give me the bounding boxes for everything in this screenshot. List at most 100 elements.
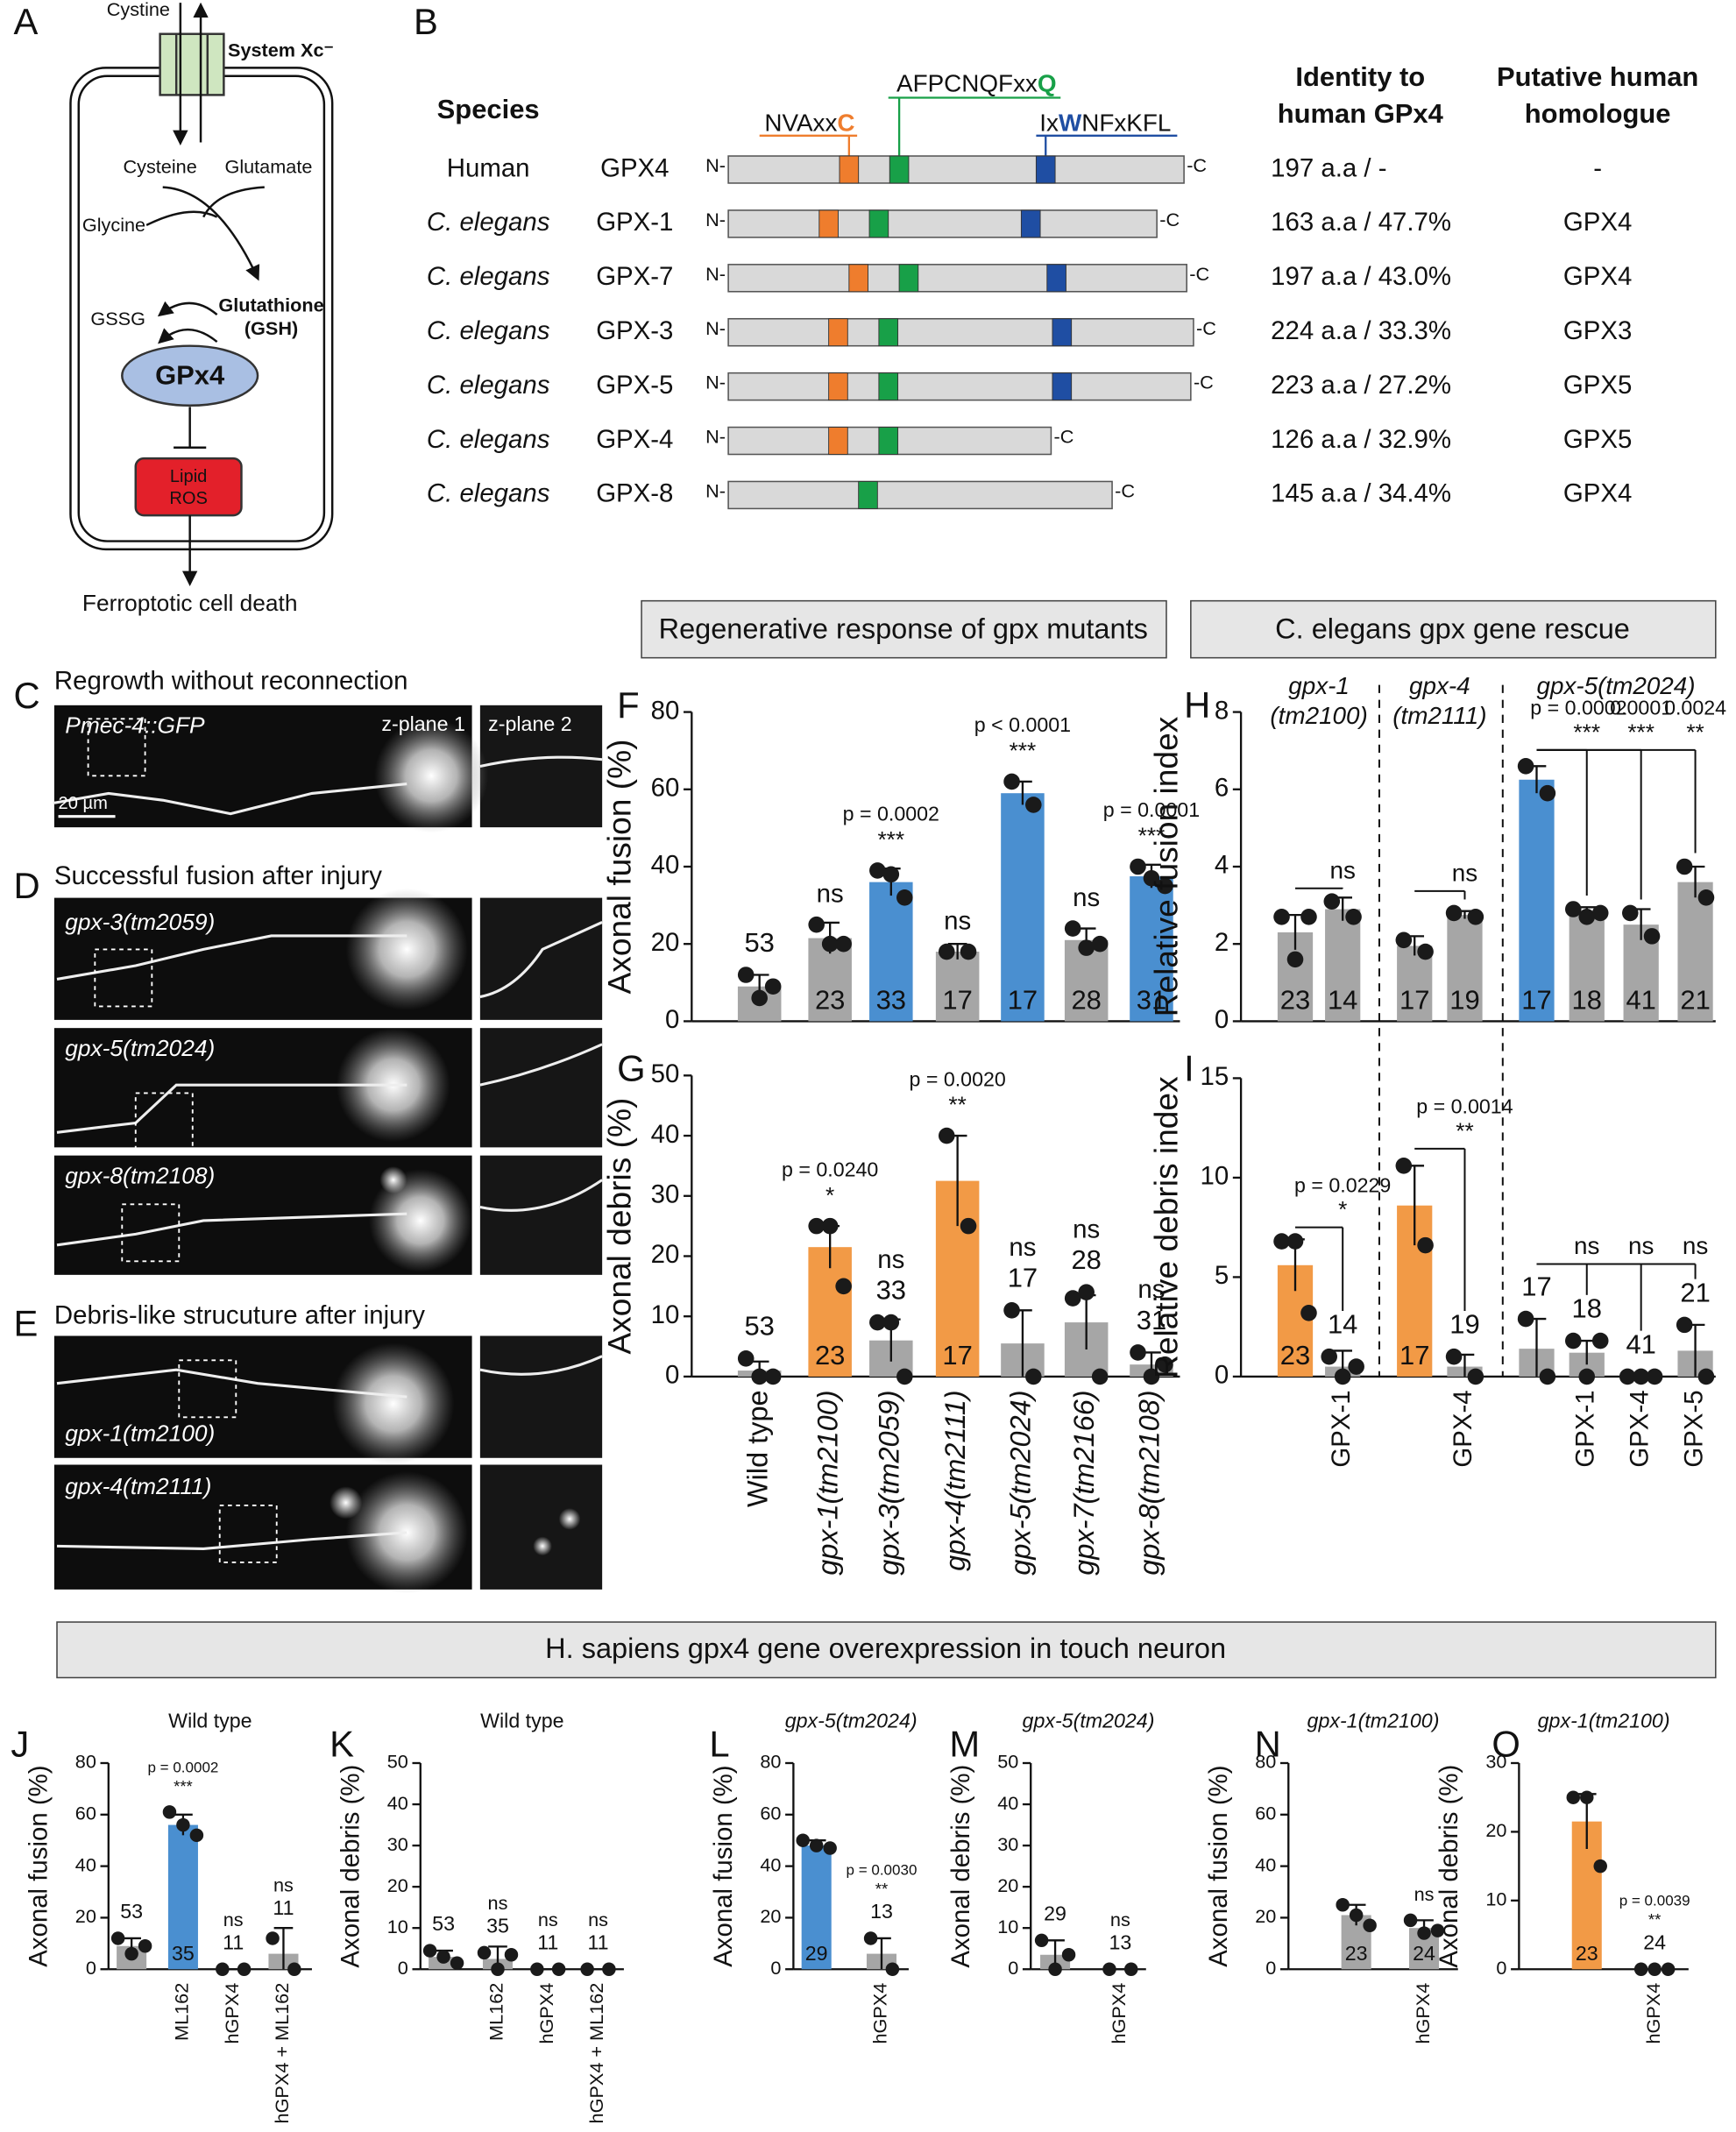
p-value: p = 0.0014 — [1416, 1095, 1513, 1118]
data-point — [1286, 1233, 1304, 1250]
bar — [167, 1824, 198, 1970]
chart-title: gpx-1(tm2100) — [1307, 1710, 1440, 1732]
data-point — [737, 1350, 755, 1367]
y-axis-label: Relative debris index — [1147, 1076, 1184, 1378]
y-tick-label: 20 — [1255, 1905, 1276, 1927]
n-label: 11 — [223, 1930, 244, 1953]
data-point — [1091, 935, 1109, 953]
homologue: GPX3 — [1563, 316, 1632, 345]
data-point — [885, 1962, 900, 1976]
n-term: N- — [705, 317, 726, 339]
chart: 0 10 20 30 40 50 Axonal debris (%) Wild type 53 3… — [337, 1710, 624, 2123]
label: GSSG — [90, 308, 145, 329]
motif-box — [878, 372, 899, 401]
data-point — [1619, 1368, 1636, 1385]
data-point — [1430, 1923, 1445, 1937]
data-point — [821, 1217, 839, 1235]
chart: 0 10 20 30 40 50 Axonal debris (%) gpx-5(tm2024… — [946, 1710, 1154, 2044]
x-tick-label: GPX-5 — [1679, 1390, 1708, 1467]
identity: 145 a.a / 34.4% — [1271, 479, 1451, 508]
motif-box — [878, 318, 899, 347]
c-term: -C — [1115, 480, 1135, 502]
p-value: p = 0.0039 — [1619, 1893, 1690, 1909]
label: Glutamate — [224, 156, 312, 178]
homologue: GPX4 — [1563, 208, 1632, 237]
n-label: 23 — [1345, 1942, 1368, 1965]
label: Ferroptotic cell death — [82, 590, 298, 616]
significance: ns — [817, 880, 844, 909]
data-point — [1646, 1368, 1663, 1385]
data-point — [1334, 1368, 1351, 1385]
data-point — [869, 1314, 886, 1331]
data-point — [422, 1944, 437, 1958]
n-label: 17 — [1521, 985, 1551, 1016]
y-tick-label: 40 — [760, 1853, 781, 1875]
significance: ns — [1414, 1883, 1435, 1905]
data-point — [110, 1931, 125, 1945]
homologue: - — [1593, 153, 1602, 182]
data-point — [1676, 858, 1693, 875]
species: C. elegans — [427, 479, 550, 508]
data-point — [1025, 1368, 1042, 1385]
n-label: 33 — [876, 1274, 906, 1305]
data-point — [504, 1948, 519, 1962]
label: gpx-4(tm2111) — [65, 1473, 211, 1499]
chart: 0 20 40 60 80 Axonal fusion (%) Wild type 53 35 *… — [25, 1710, 312, 2123]
n-label: 53 — [744, 1311, 774, 1342]
data-point — [938, 1127, 955, 1144]
y-tick-label: 50 — [997, 1751, 1018, 1773]
identity: 197 a.a / 43.0% — [1271, 262, 1451, 291]
data-point — [1633, 1962, 1648, 1976]
data-point — [124, 1946, 138, 1961]
data-point — [1078, 1284, 1095, 1300]
p-value: p = 0.0030 — [847, 1861, 918, 1878]
y-tick-label: 80 — [651, 696, 680, 725]
significance: * — [1338, 1196, 1347, 1222]
panel-letter: N — [1255, 1723, 1281, 1764]
protein-bar — [727, 480, 1113, 510]
panel-letter: A — [13, 1, 38, 42]
panel-a-labels: Cystine System Xc⁻ Cysteine Glutamate Gl… — [82, 0, 334, 616]
y-tick-label: 30 — [1485, 1751, 1506, 1773]
n-label: 35 — [486, 1915, 509, 1937]
significance: ns — [944, 907, 971, 936]
x-tick-label: Wild type — [741, 1390, 773, 1507]
y-tick-label: 40 — [75, 1853, 96, 1875]
n-label: 17 — [1399, 1340, 1429, 1371]
data-point — [1286, 951, 1304, 968]
chart: 0 5 10 15 Relative debris index 23 14 *p = 0.02… — [1147, 1062, 1716, 1468]
y-tick-label: 50 — [387, 1751, 408, 1773]
y-tick-label: 10 — [1200, 1162, 1229, 1191]
label: gpx-5(tm2024) — [65, 1035, 215, 1061]
motif-box — [839, 155, 860, 184]
data-point — [266, 1931, 280, 1945]
significance: *** — [1138, 823, 1166, 849]
chart-title: Wild type — [168, 1710, 252, 1732]
n-label: 18 — [1572, 1293, 1602, 1323]
data-point — [1395, 1158, 1413, 1174]
data-point — [764, 978, 782, 995]
x-tick-label: hGPX4 — [869, 1983, 891, 2044]
data-point — [1273, 1233, 1290, 1250]
data-point — [162, 1805, 177, 1819]
y-tick-label: 6 — [1215, 774, 1229, 803]
c-term: -C — [1196, 317, 1216, 339]
n-label: 23 — [815, 985, 845, 1016]
y-tick-label: 40 — [651, 1120, 680, 1149]
data-point — [1323, 893, 1341, 910]
group-label: gpx-4 — [1409, 672, 1470, 699]
y-axis-label: Axonal debris (%) — [1435, 1765, 1463, 1968]
n-label: 41 — [1626, 985, 1655, 1016]
p-value: p = 0.0229 — [1294, 1173, 1391, 1196]
data-point — [1578, 909, 1596, 925]
y-tick-label: 0 — [665, 1361, 679, 1390]
significance: ns — [877, 1245, 904, 1274]
y-axis-label: Axonal debris (%) — [337, 1765, 365, 1968]
x-tick-label: GPX-1 — [1327, 1390, 1356, 1467]
data-point — [1417, 943, 1434, 960]
n-label: 23 — [815, 1340, 845, 1371]
data-point — [450, 1956, 464, 1970]
data-point — [835, 935, 852, 953]
header: C. elegans gpx gene rescue — [1275, 613, 1630, 644]
x-tick-label: GPX-4 — [1449, 1390, 1477, 1467]
